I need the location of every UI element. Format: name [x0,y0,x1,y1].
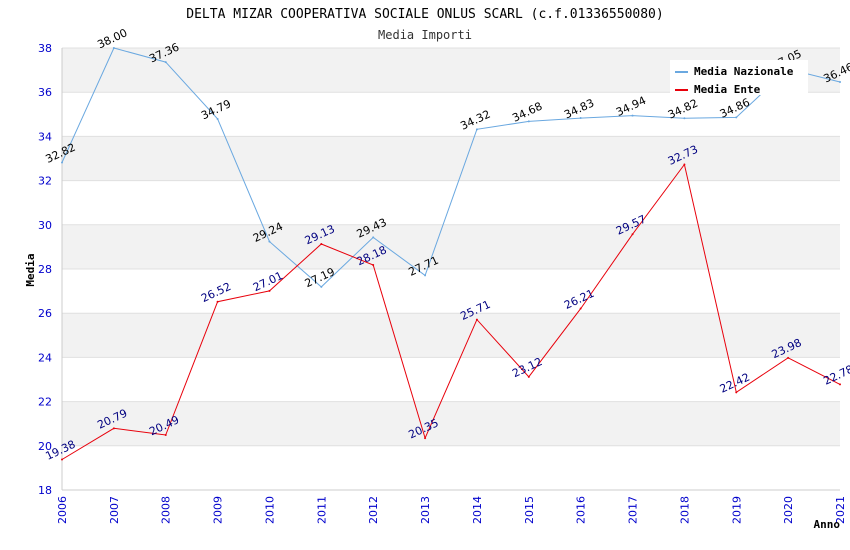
y-tick-label: 20 [38,440,52,453]
data-point [735,116,738,119]
data-point [475,128,478,131]
data-point [475,318,478,321]
data-point [631,233,634,236]
x-tick-label: 2009 [212,496,225,524]
legend: Media Nazionale Media Ente [670,60,808,96]
grid-band [62,92,840,137]
data-point [61,458,63,461]
series-line-media-ente [61,163,841,460]
data-point [424,274,427,277]
y-tick-labels: 18 20 22 24 26 28 30 32 34 36 38 [38,42,52,497]
data-point [164,61,167,64]
data-point [112,427,115,430]
y-tick-label: 26 [38,307,52,320]
x-tick-label: 2006 [56,496,69,524]
grid-band [62,224,840,269]
x-tick-label: 2008 [160,496,173,524]
y-tick-label: 34 [38,130,52,143]
data-point [683,163,686,166]
chart-subtitle: Media Importi [378,28,472,42]
y-tick-label: 18 [38,484,52,497]
grid-band [62,269,840,314]
data-point [112,47,115,49]
x-tick-label: 2013 [419,496,432,524]
x-tick-label: 2021 [834,496,847,524]
data-point [839,81,841,84]
x-tick-label: 2012 [367,496,380,524]
x-tick-label: 2014 [471,496,484,524]
x-tick-label: 2019 [730,496,743,524]
x-tick-label: 2018 [678,496,691,524]
y-tick-label: 22 [38,396,52,409]
chart-title: DELTA MIZAR COOPERATIVA SOCIALE ONLUS SC… [186,7,663,22]
y-axis-title: Media [24,253,37,286]
data-point [61,161,63,164]
x-tick-label: 2020 [782,496,795,524]
x-tick-label: 2017 [627,496,640,524]
x-tick-labels: 2006 2007 2008 2009 2010 2011 2012 2013 2014 2015… [56,496,847,524]
y-tick-label: 28 [38,263,52,276]
series-line-media-nazionale [61,47,841,288]
data-point [787,356,790,359]
y-tick-label: 38 [38,42,52,55]
legend-label-media-ente: Media Ente [694,83,761,96]
grid-band [62,401,840,446]
data-point [579,307,582,310]
data-point [164,433,167,436]
y-tick-label: 30 [38,219,52,232]
x-tick-label: 2010 [263,496,276,524]
grid-bands [62,48,840,490]
x-tick-label: 2007 [108,496,121,524]
data-point [424,437,427,440]
grid-band [62,313,840,358]
series-lines [61,47,841,461]
y-tick-label: 24 [38,351,52,364]
data-point [527,120,530,123]
data-point [372,264,375,267]
x-tick-label: 2016 [575,496,588,524]
data-point [735,391,738,394]
data-point [527,375,530,378]
data-point [372,236,375,239]
y-tick-label: 32 [38,175,52,188]
legend-box [670,60,808,95]
x-axis-title: Anno [814,518,841,531]
data-point [268,240,271,243]
grid-band [62,136,840,181]
legend-label-media-nazionale: Media Nazionale [694,65,794,78]
x-tick-label: 2011 [315,496,328,524]
data-point [320,243,323,246]
data-point [683,117,686,120]
x-tick-label: 2015 [523,496,536,524]
y-tick-label: 36 [38,86,52,99]
data-point [631,114,634,117]
data-point [320,285,323,288]
data-point [839,383,841,386]
data-point [268,289,271,292]
grid-band [62,445,840,490]
data-point [216,117,219,120]
data-point [216,300,219,303]
data-point [579,117,582,120]
